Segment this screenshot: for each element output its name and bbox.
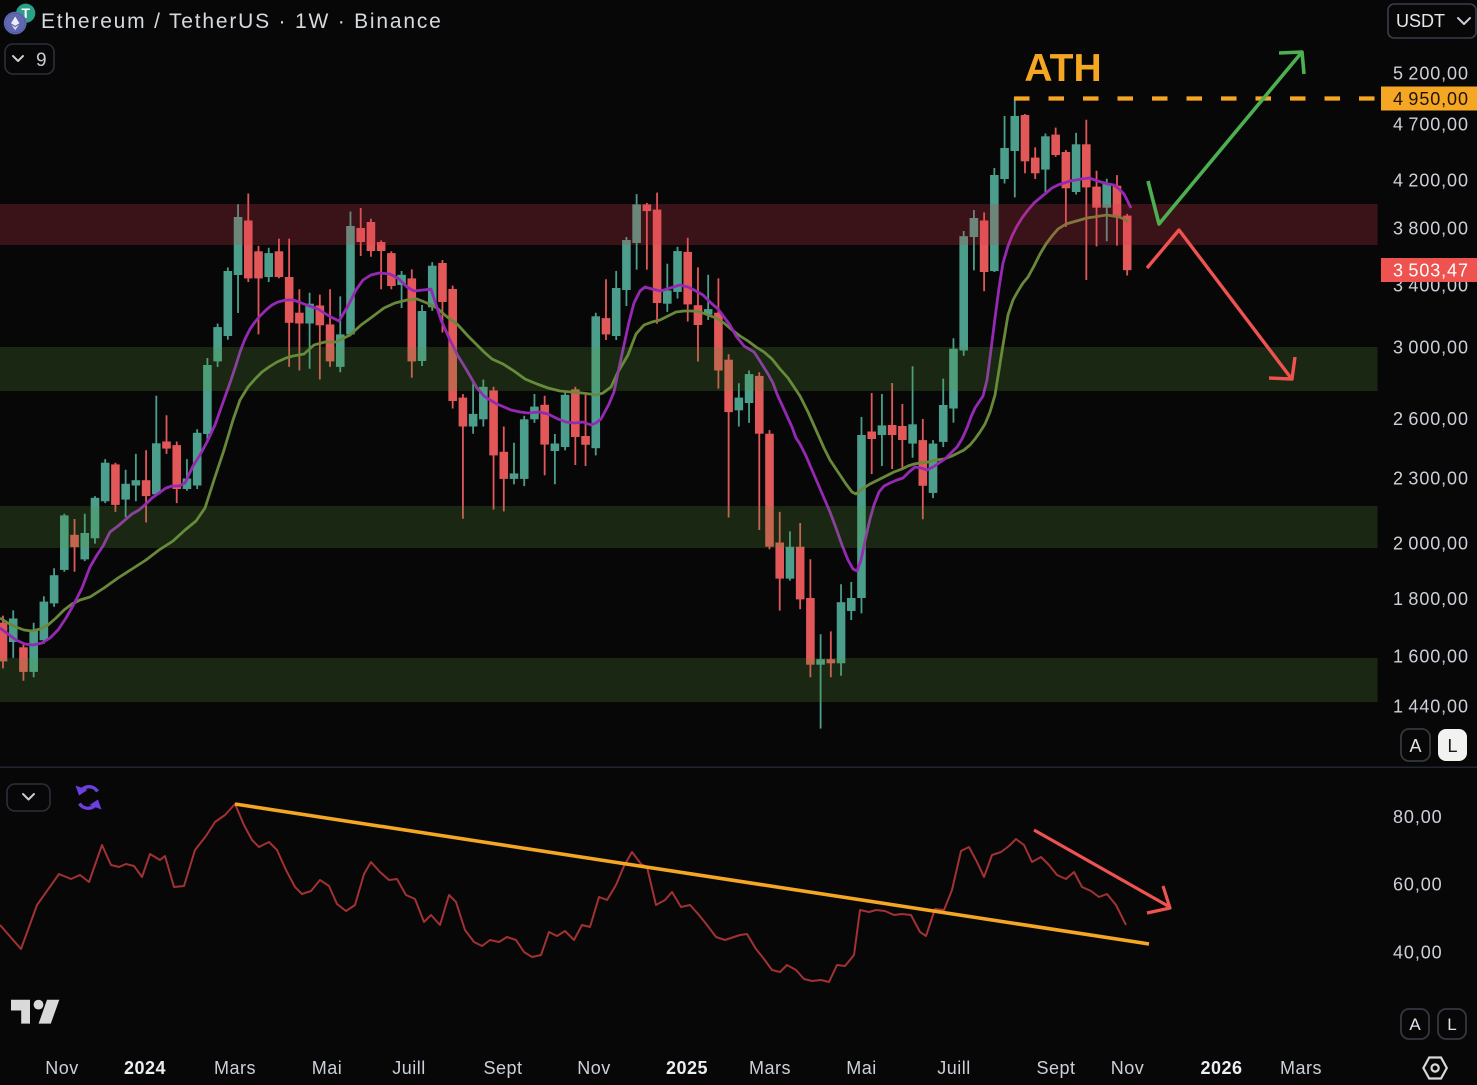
svg-text:ATH: ATH	[1024, 47, 1101, 90]
svg-text:3 000,00: 3 000,00	[1393, 338, 1469, 358]
svg-text:4 200,00: 4 200,00	[1393, 171, 1469, 191]
svg-text:Nov: Nov	[1111, 1058, 1145, 1078]
svg-text:5 200,00: 5 200,00	[1393, 64, 1469, 84]
svg-text:Sept: Sept	[483, 1058, 522, 1078]
svg-text:4 950,00: 4 950,00	[1393, 89, 1469, 109]
svg-text:40,00: 40,00	[1393, 943, 1443, 963]
svg-text:80,00: 80,00	[1393, 807, 1443, 827]
svg-text:Mars: Mars	[214, 1058, 256, 1078]
svg-text:1 440,00: 1 440,00	[1393, 697, 1469, 717]
svg-text:Juill: Juill	[937, 1058, 971, 1078]
svg-text:1 800,00: 1 800,00	[1393, 589, 1469, 609]
svg-text:2 000,00: 2 000,00	[1393, 534, 1469, 554]
svg-text:3 800,00: 3 800,00	[1393, 219, 1469, 239]
svg-text:2024: 2024	[124, 1058, 166, 1078]
svg-text:2025: 2025	[666, 1058, 708, 1078]
svg-text:A: A	[1409, 736, 1421, 756]
svg-text:4 700,00: 4 700,00	[1393, 115, 1469, 135]
svg-text:9: 9	[36, 50, 47, 71]
svg-text:Nov: Nov	[45, 1058, 79, 1078]
svg-text:T: T	[21, 5, 30, 21]
svg-text:60,00: 60,00	[1393, 875, 1443, 895]
svg-text:Mars: Mars	[1280, 1058, 1322, 1078]
svg-text:1 600,00: 1 600,00	[1393, 647, 1469, 667]
svg-text:L: L	[1447, 1015, 1456, 1034]
svg-text:Mars: Mars	[749, 1058, 791, 1078]
svg-text:USDT: USDT	[1396, 11, 1445, 31]
svg-text:3 503,47: 3 503,47	[1393, 261, 1469, 281]
svg-text:Sept: Sept	[1036, 1058, 1075, 1078]
svg-text:2 300,00: 2 300,00	[1393, 469, 1469, 489]
svg-text:L: L	[1447, 736, 1457, 756]
svg-text:2 600,00: 2 600,00	[1393, 409, 1469, 429]
svg-text:A: A	[1409, 1015, 1421, 1034]
svg-text:Nov: Nov	[577, 1058, 611, 1078]
svg-text:2026: 2026	[1200, 1058, 1242, 1078]
svg-text:Mai: Mai	[312, 1058, 343, 1078]
svg-text:Mai: Mai	[846, 1058, 877, 1078]
svg-text:Juill: Juill	[392, 1058, 426, 1078]
svg-text:Ethereum / TetherUS · 1W · Bin: Ethereum / TetherUS · 1W · Binance	[41, 10, 443, 33]
